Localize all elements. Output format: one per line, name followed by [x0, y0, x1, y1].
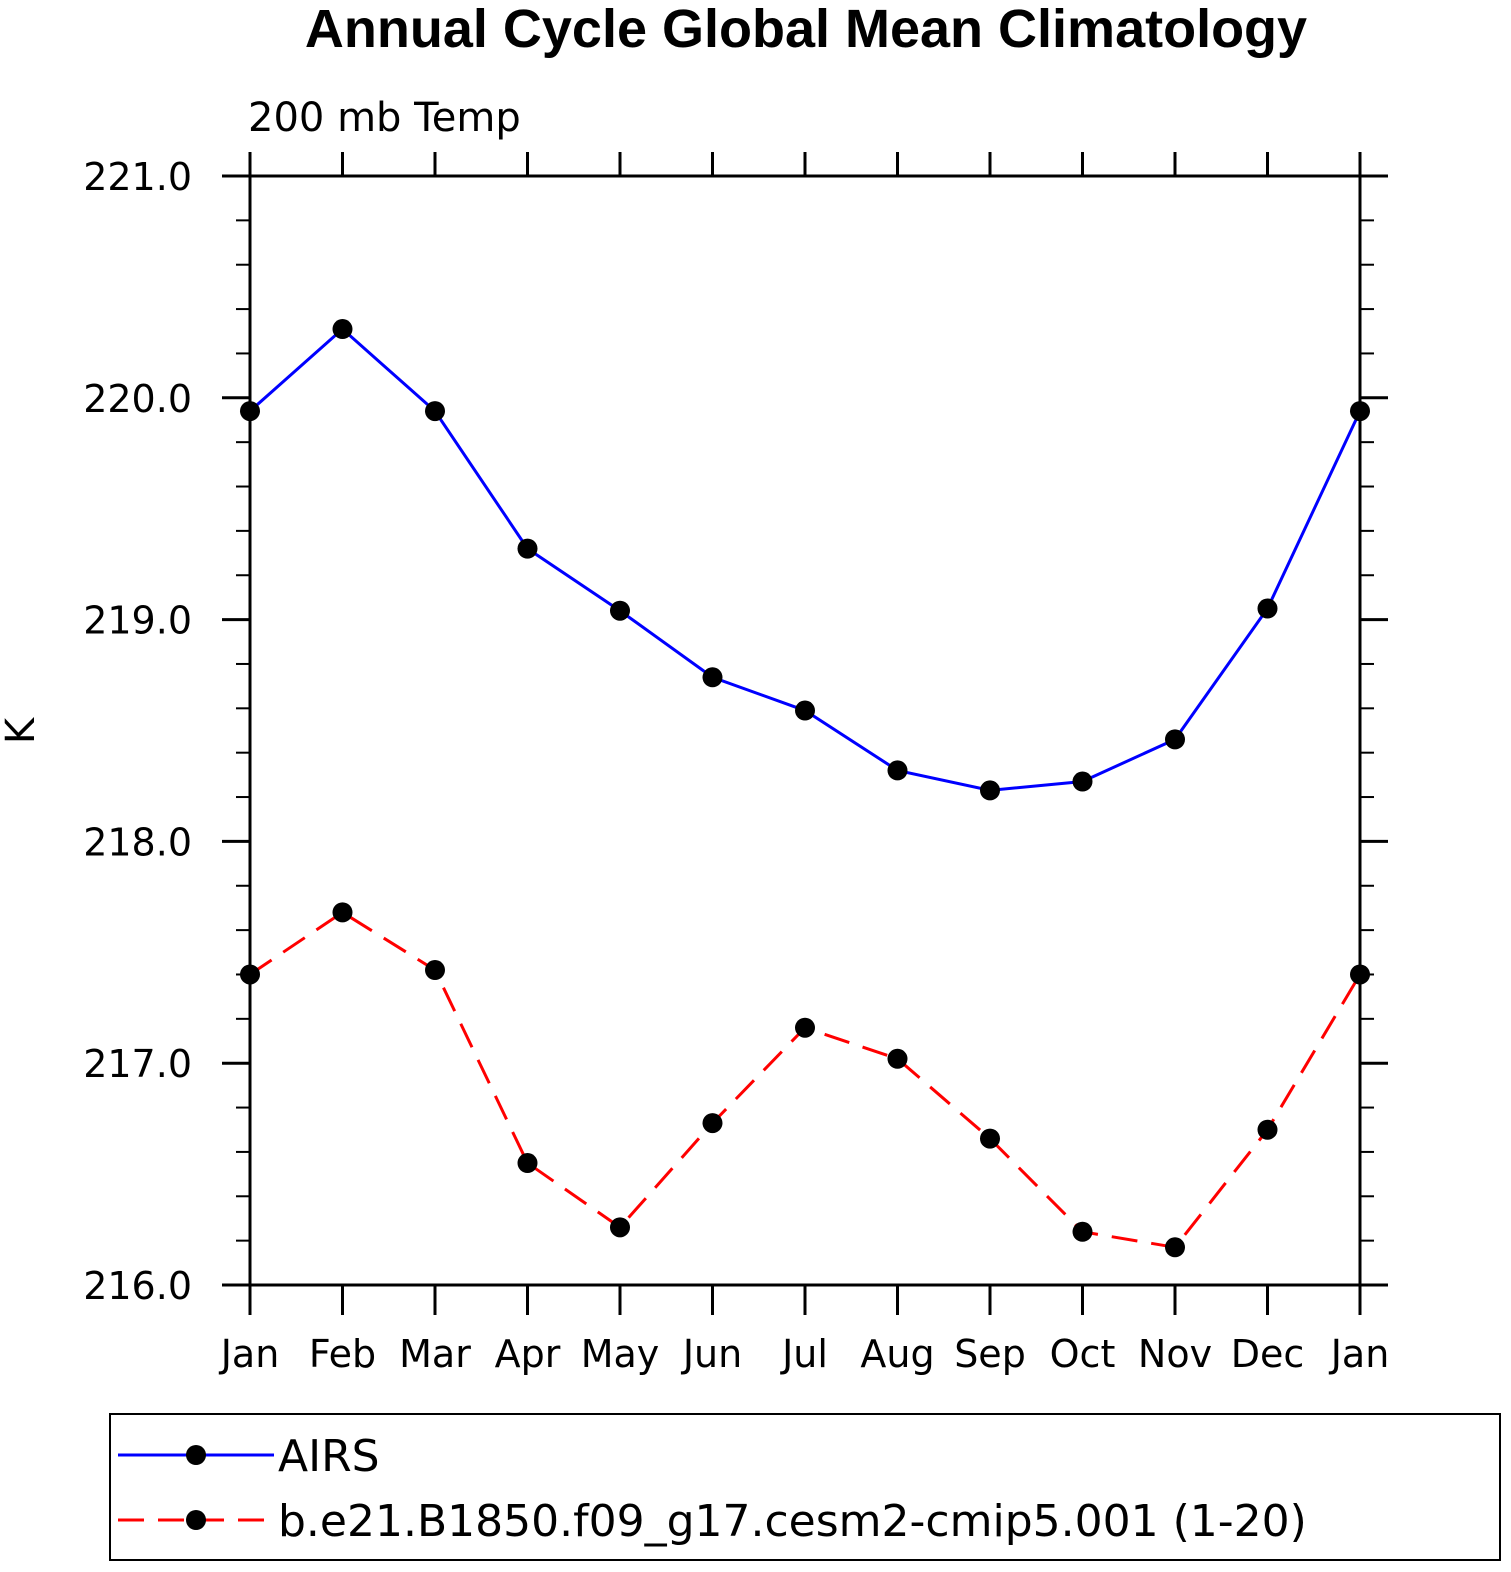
legend-label-1: AIRS	[278, 1431, 380, 1482]
data-point	[425, 401, 445, 422]
data-point	[1072, 771, 1093, 792]
y-tick-label: 219.0	[83, 599, 192, 643]
legend-marker-1	[186, 1445, 206, 1465]
series-layer	[240, 319, 1370, 1258]
x-tick-label: Aug	[860, 1332, 934, 1376]
data-point	[240, 401, 260, 422]
x-tick-label: Jul	[780, 1332, 828, 1376]
data-point	[702, 1113, 723, 1134]
series-line-1	[249, 327, 1362, 792]
data-point	[887, 1048, 908, 1069]
x-tick-label: Mar	[399, 1332, 471, 1376]
x-tick-label: Jan	[1329, 1332, 1390, 1376]
x-tick-label: Oct	[1050, 1332, 1116, 1376]
data-point	[1072, 1221, 1093, 1242]
data-point	[332, 902, 353, 923]
y-tick-label: 216.0	[83, 1264, 192, 1308]
legend-box	[109, 1413, 1501, 1561]
y-tick-label: 217.0	[83, 1042, 192, 1086]
x-tick-label: Jan	[219, 1332, 280, 1376]
data-point	[1257, 1119, 1278, 1140]
data-point	[980, 1128, 1000, 1149]
y-tick-label: 220.0	[83, 377, 192, 421]
series-line-2	[249, 910, 1362, 1249]
data-point	[332, 319, 353, 340]
chart-subtitle: 200 mb Temp	[248, 95, 521, 141]
x-tick-label: Dec	[1231, 1332, 1305, 1376]
y-tick-label: 221.0	[83, 155, 192, 199]
x-tick-label: Feb	[309, 1332, 376, 1376]
legend-label-2: b.e21.B1850.f09_g17.cesm2-cmip5.001 (1-2…	[278, 1496, 1307, 1547]
data-point	[795, 1017, 815, 1038]
data-point	[610, 1217, 630, 1238]
data-point	[1165, 1237, 1185, 1258]
data-point	[795, 700, 815, 721]
data-point	[702, 667, 723, 688]
data-point	[1165, 729, 1185, 750]
x-tick-label: Apr	[495, 1332, 561, 1376]
plot-frame	[248, 174, 1362, 1287]
y-tick-label: 218.0	[83, 820, 192, 864]
data-point	[517, 1153, 538, 1174]
y-axis-label: K	[0, 716, 44, 744]
legend: AIRS b.e21.B1850.f09_g17.cesm2-cmip5.001 …	[109, 1413, 1501, 1561]
data-point	[1257, 598, 1278, 619]
x-tick-label: Sep	[954, 1332, 1026, 1376]
axis-ticks: Jan Feb Mar Apr May Jun Jul Aug Sep Oct Nov Dec Jan 2…	[83, 152, 1389, 1376]
legend-marker-2	[186, 1510, 206, 1530]
data-point	[1350, 401, 1370, 422]
x-tick-label: Nov	[1138, 1332, 1212, 1376]
data-point	[425, 960, 445, 981]
data-point	[1350, 964, 1370, 985]
chart-title: Annual Cycle Global Mean Climatology	[305, 0, 1307, 59]
data-point	[517, 538, 538, 559]
x-tick-label: May	[581, 1332, 660, 1376]
data-point	[610, 600, 630, 621]
data-point	[980, 780, 1000, 801]
data-point	[240, 964, 260, 985]
data-point	[887, 760, 908, 781]
x-tick-label: Jun	[681, 1332, 742, 1376]
